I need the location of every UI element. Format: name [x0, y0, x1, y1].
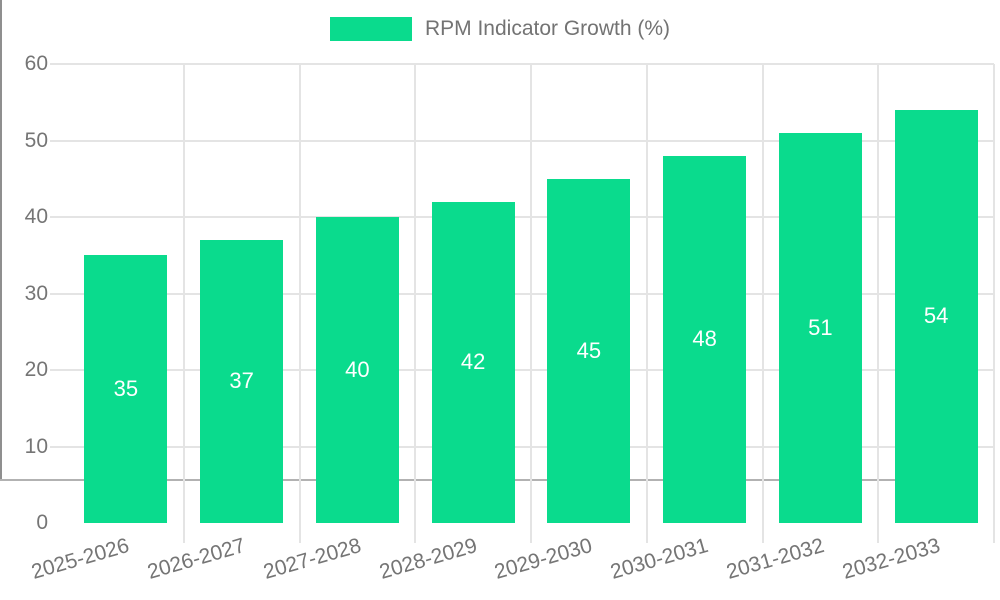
gridline-vertical: [761, 64, 764, 543]
legend-item[interactable]: RPM Indicator Growth (%): [329, 17, 671, 41]
x-axis-label: 2025-2026: [29, 534, 133, 584]
y-axis-label: 10: [24, 434, 48, 458]
x-axis-label: 2031-2032: [723, 534, 827, 584]
x-axis-label: 2027-2028: [260, 534, 364, 584]
bar[interactable]: 48: [663, 155, 747, 523]
gridline-vertical: [298, 64, 301, 543]
gridline-vertical: [530, 64, 532, 543]
y-axis-line: [0, 0, 2, 479]
bar-value-label: 35: [113, 376, 139, 402]
y-axis-label: 0: [36, 511, 48, 534]
y-axis-label: 30: [24, 281, 48, 305]
bar[interactable]: 40: [315, 217, 399, 523]
gridline-horizontal: [50, 445, 994, 448]
y-axis-label: 60: [24, 52, 48, 75]
bar[interactable]: 35: [84, 255, 168, 523]
legend-label: RPM Indicator Growth (%): [424, 17, 671, 40]
legend-swatch: [329, 17, 412, 41]
gridline-vertical: [182, 64, 185, 543]
gridline-horizontal: [50, 292, 994, 295]
gridline-vertical: [877, 64, 880, 543]
plot-area: 0 10 20 30 40 50 60 35 37 40 42 45 48 51 54 2025-2026 20…: [0, 0, 995, 584]
bar-value-label: 45: [576, 337, 602, 363]
y-axis-label: 20: [24, 358, 48, 381]
bar-value-label: 40: [345, 357, 370, 382]
gridline-horizontal: [50, 369, 994, 371]
bar-value-label: 51: [808, 314, 833, 340]
bar-value-label: 42: [460, 349, 486, 375]
bar[interactable]: 37: [200, 239, 284, 523]
bar[interactable]: 54: [894, 109, 978, 523]
bar-value-label: 37: [229, 368, 254, 394]
x-axis-label: 2032-2033: [839, 534, 943, 584]
bar-value-label: 48: [692, 326, 717, 352]
bar[interactable]: 51: [778, 132, 862, 523]
x-axis-label: 2026-2027: [145, 534, 248, 584]
x-axis-label: 2029-2030: [492, 534, 596, 584]
gridline-vertical: [414, 64, 417, 543]
bar-value-label: 54: [923, 303, 949, 329]
bar[interactable]: 42: [431, 201, 515, 523]
gridline-horizontal: [50, 139, 994, 142]
gridline-horizontal: [50, 216, 994, 218]
y-axis-label: 40: [24, 205, 48, 228]
gridline-vertical: [993, 64, 995, 543]
gridline-vertical: [645, 64, 648, 543]
gridline-horizontal: [50, 63, 994, 65]
chart-legend: RPM Indicator Growth (%): [0, 17, 1000, 41]
x-axis-label: 2028-2029: [376, 534, 480, 584]
bar[interactable]: 45: [547, 178, 631, 523]
x-axis-label: 2030-2031: [608, 534, 711, 584]
y-axis-label: 50: [24, 128, 48, 152]
